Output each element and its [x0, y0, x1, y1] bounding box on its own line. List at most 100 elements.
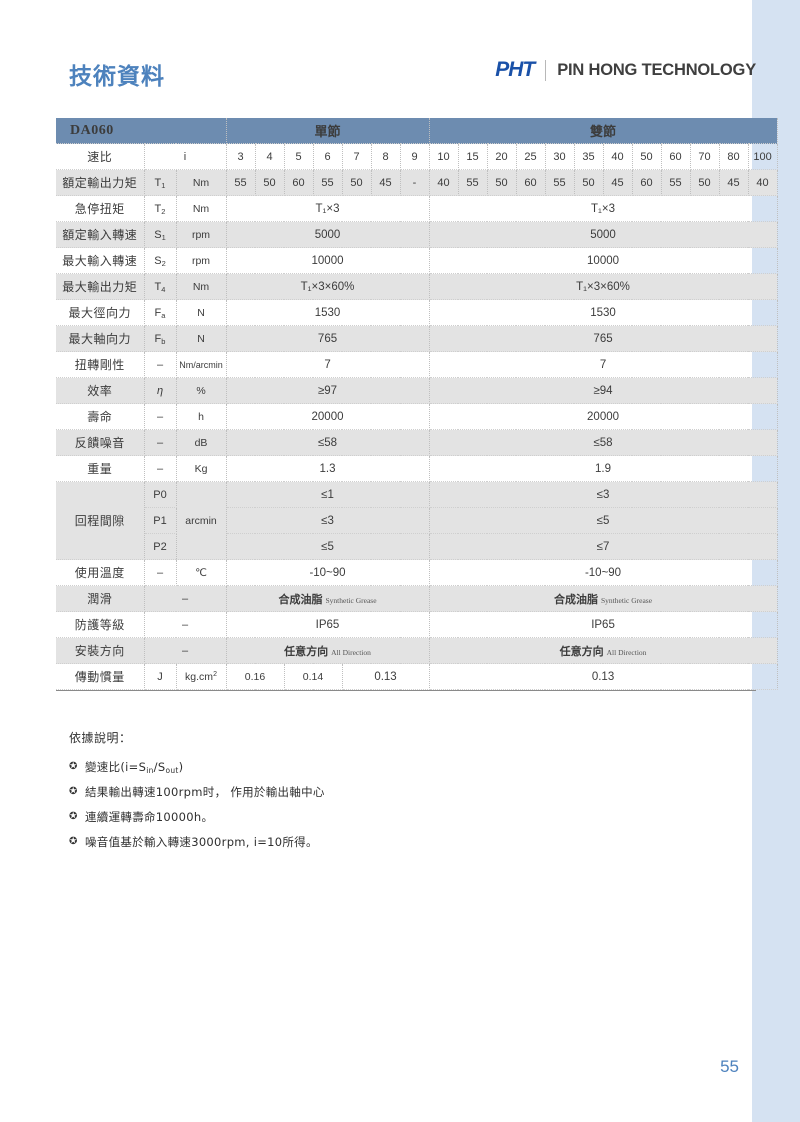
value-single: 20000 — [226, 403, 430, 430]
value-single: 7 — [226, 351, 430, 378]
table-row-temperature: 使用溫度 – ℃ -10~90 -10~90 — [56, 559, 778, 586]
row-symbol: T4 — [144, 273, 177, 300]
ratio-value: 80 — [719, 143, 749, 170]
row-symbol: S2 — [144, 247, 177, 274]
ratio-value: 15 — [458, 143, 488, 170]
value-double: T₁×3 — [429, 195, 778, 222]
row-label: 防護等級 — [56, 611, 145, 638]
ratio-value: 35 — [574, 143, 604, 170]
value-single: 765 — [226, 325, 430, 352]
value-double: 7 — [429, 351, 778, 378]
value-single: ≤3 — [226, 507, 430, 534]
torque-value: 50 — [487, 169, 517, 196]
ratio-value: 10 — [429, 143, 459, 170]
specification-table: DA060 單節 雙節 速比 i 3 4 5 6 7 8 9 10 15 20 … — [56, 118, 778, 690]
ratio-value: 7 — [342, 143, 372, 170]
row-label: 安裝方向 — [56, 637, 145, 664]
value-double: -10~90 — [429, 559, 778, 586]
value-double: 5000 — [429, 221, 778, 248]
row-unit: rpm — [176, 247, 227, 274]
table-row-backlash-p0: 回程間隙 P0 arcmin ≤1 ≤3 — [56, 481, 778, 560]
ratio-value: 100 — [748, 143, 778, 170]
torque-value: 40 — [429, 169, 459, 196]
row-unit: % — [176, 377, 227, 404]
table-row-inertia: 傳動慣量 J kg.cm2 0.16 0.14 0.13 0.13 — [56, 663, 778, 690]
note-item: ✪ 結果輸出轉速100rpm时， 作用於輸出軸中心 — [69, 784, 756, 800]
value-double: IP65 — [429, 611, 778, 638]
row-unit: Nm — [176, 195, 227, 222]
row-label: 最大輸出力矩 — [56, 273, 145, 300]
ratio-value: 8 — [371, 143, 401, 170]
table-row-ratio: 速比 i 3 4 5 6 7 8 9 10 15 20 25 30 35 40 … — [56, 143, 778, 170]
row-unit-backlash: arcmin — [176, 481, 227, 560]
torque-value: 50 — [574, 169, 604, 196]
torque-value: 60 — [632, 169, 662, 196]
table-row-backlash-p1: P1 ≤3 ≤5 — [56, 507, 778, 534]
ratio-value: 25 — [516, 143, 546, 170]
value-double: ≤58 — [429, 429, 778, 456]
row-unit: rpm — [176, 221, 227, 248]
ratio-value: 30 — [545, 143, 575, 170]
ratio-value: 9 — [400, 143, 430, 170]
value-double: 任意方向 All Direction — [429, 637, 778, 664]
row-label-backlash: 回程間隙 — [56, 481, 145, 560]
value-double: 20000 — [429, 403, 778, 430]
row-symbol: – — [144, 611, 227, 638]
row-symbol: – — [144, 455, 177, 482]
page-content: 技術資料 PHT PIN HONG TECHNOLOGY DA060 單節 — [56, 0, 778, 859]
row-symbol: – — [144, 585, 227, 612]
row-symbol: – — [144, 351, 177, 378]
notes-section: 依據說明： ✪ 變速比(i=Sin/Sout) ✪ 結果輸出轉速100rpm时，… — [56, 729, 756, 850]
page-number: 55 — [720, 1057, 739, 1076]
bullet-icon: ✪ — [69, 811, 78, 822]
value-double: ≤7 — [429, 533, 778, 560]
value-single: ≤1 — [226, 481, 430, 508]
value-double: 0.13 — [429, 663, 778, 690]
torque-value: 50 — [255, 169, 285, 196]
torque-value: 40 — [748, 169, 778, 196]
torque-value: 55 — [545, 169, 575, 196]
ratio-value: 50 — [632, 143, 662, 170]
bullet-icon: ✪ — [69, 836, 78, 847]
row-symbol: S1 — [144, 221, 177, 248]
value-double: 10000 — [429, 247, 778, 274]
torque-value: 55 — [313, 169, 343, 196]
row-unit: N — [176, 325, 227, 352]
table-bottom-rule — [56, 690, 756, 691]
row-symbol: – — [144, 637, 227, 664]
row-unit: N — [176, 299, 227, 326]
table-row-max-radial-force: 最大徑向力 Fa N 1530 1530 — [56, 299, 778, 326]
value-single: 1.3 — [226, 455, 430, 482]
row-label: 效率 — [56, 377, 145, 404]
table-row-noise: 反饋噪音 – dB ≤58 ≤58 — [56, 429, 778, 456]
torque-value: 55 — [458, 169, 488, 196]
backlash-grade: P2 — [144, 533, 177, 560]
note-item: ✪ 噪音值基於輸入轉速3000rpm, i=10所得。 — [69, 834, 756, 850]
row-label: 最大徑向力 — [56, 299, 145, 326]
bullet-icon: ✪ — [69, 786, 78, 797]
table-row-torsional-stiffness: 扭轉剛性 – Nm/arcmin 7 7 — [56, 351, 778, 378]
row-label: 壽命 — [56, 403, 145, 430]
row-unit: h — [176, 403, 227, 430]
pht-logo-icon: PHT — [495, 58, 535, 81]
ratio-value: 60 — [661, 143, 691, 170]
table-row-rated-input-speed: 額定輸入轉速 S1 rpm 5000 5000 — [56, 221, 778, 248]
value-single: -10~90 — [226, 559, 430, 586]
backlash-grade: P1 — [144, 507, 177, 534]
torque-value: 45 — [371, 169, 401, 196]
value-double: ≤5 — [429, 507, 778, 534]
ratio-value: 70 — [690, 143, 720, 170]
row-label: 扭轉剛性 — [56, 351, 145, 378]
note-text: 結果輸出轉速100rpm时， 作用於輸出軸中心 — [85, 785, 325, 799]
ratio-value: 20 — [487, 143, 517, 170]
row-label-rated-torque: 額定輸出力矩 — [56, 169, 145, 196]
value-double: ≤3 — [429, 481, 778, 508]
row-symbol: η — [144, 377, 177, 404]
torque-value: 50 — [690, 169, 720, 196]
row-label: 最大軸向力 — [56, 325, 145, 352]
page-title: 技術資料 — [69, 64, 165, 90]
row-symbol: Fb — [144, 325, 177, 352]
value-single: 合成油脂 Synthetic Grease — [226, 585, 430, 612]
row-symbol: T2 — [144, 195, 177, 222]
